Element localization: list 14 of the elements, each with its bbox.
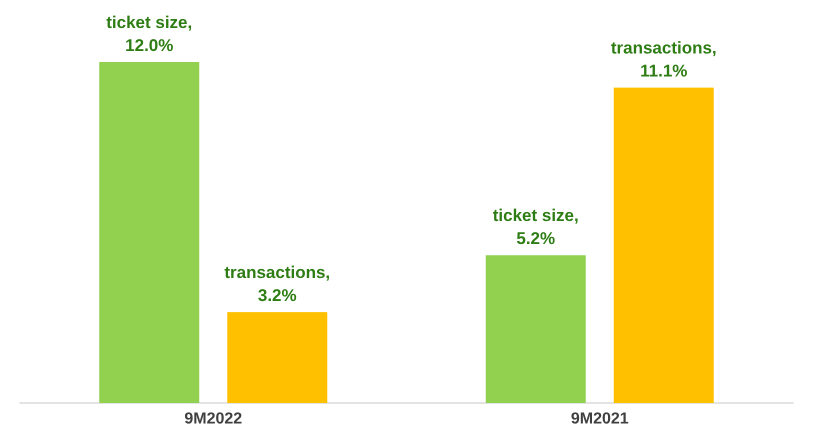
data-label: 12.0% xyxy=(125,36,174,55)
bar xyxy=(99,62,200,403)
text: transactions, xyxy=(224,263,330,282)
text: ticket size, xyxy=(492,206,579,226)
series-label: ticket size, xyxy=(106,13,192,32)
data-label: 5.2% xyxy=(516,229,556,248)
bar xyxy=(486,255,586,403)
data-label: 11.1% xyxy=(640,62,688,81)
x-tick-label: 9M2021 xyxy=(570,410,629,428)
data-label: 3.2% xyxy=(258,286,297,306)
bar xyxy=(227,312,328,403)
series-label: transactions, xyxy=(610,38,717,58)
x-tick-label: 9M2022 xyxy=(184,410,242,428)
bar xyxy=(614,88,714,403)
